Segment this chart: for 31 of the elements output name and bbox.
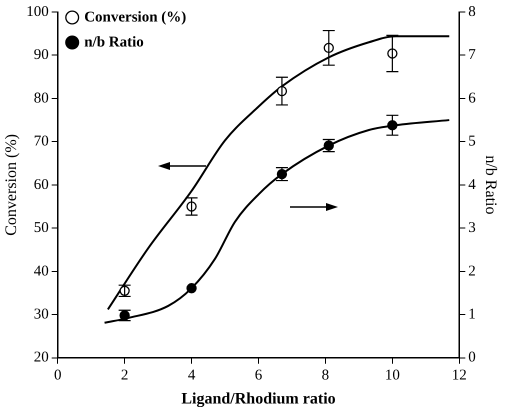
y-tick-label: 70 xyxy=(34,134,49,150)
y2-tick-label: 3 xyxy=(468,220,476,236)
y-tick-label: 90 xyxy=(34,47,49,64)
y-tick-label: 20 xyxy=(34,350,49,366)
y-tick-label: 30 xyxy=(34,306,49,323)
y-axis-title: Conversion (%) xyxy=(2,134,20,236)
x-tick-label: 4 xyxy=(188,368,196,384)
y2-tick-label: 6 xyxy=(468,90,476,106)
y2-tick-label: 7 xyxy=(468,47,476,64)
y2-tick-label: 5 xyxy=(468,134,476,150)
y-tick-label: 60 xyxy=(34,176,49,193)
x-tick-label: 10 xyxy=(384,368,400,384)
y-tick-label: 40 xyxy=(34,263,49,280)
point xyxy=(186,283,197,294)
y-tick-label: 80 xyxy=(34,90,49,106)
y2-tick-label: 0 xyxy=(468,350,476,366)
y2-tick-label: 8 xyxy=(468,4,476,20)
x-tick-label: 12 xyxy=(452,368,467,384)
legend-label: n/b Ratio xyxy=(84,34,144,50)
x-tick-label: 2 xyxy=(120,368,128,384)
y2-tick-label: 1 xyxy=(468,306,476,323)
y-tick-label: 100 xyxy=(26,4,49,20)
x-axis-title: Ligand/Rhodium ratio xyxy=(181,390,336,408)
y2-tick-label: 4 xyxy=(468,176,476,193)
y-tick-label: 50 xyxy=(34,220,49,236)
x-tick-label: 6 xyxy=(254,368,263,384)
x-tick-label: 8 xyxy=(322,368,330,384)
x-tick-label: 0 xyxy=(54,368,62,384)
y2-tick-label: 2 xyxy=(468,263,476,280)
legend-label: Conversion (%) xyxy=(84,9,186,26)
y2-axis-title: n/b Ratio xyxy=(482,155,500,214)
